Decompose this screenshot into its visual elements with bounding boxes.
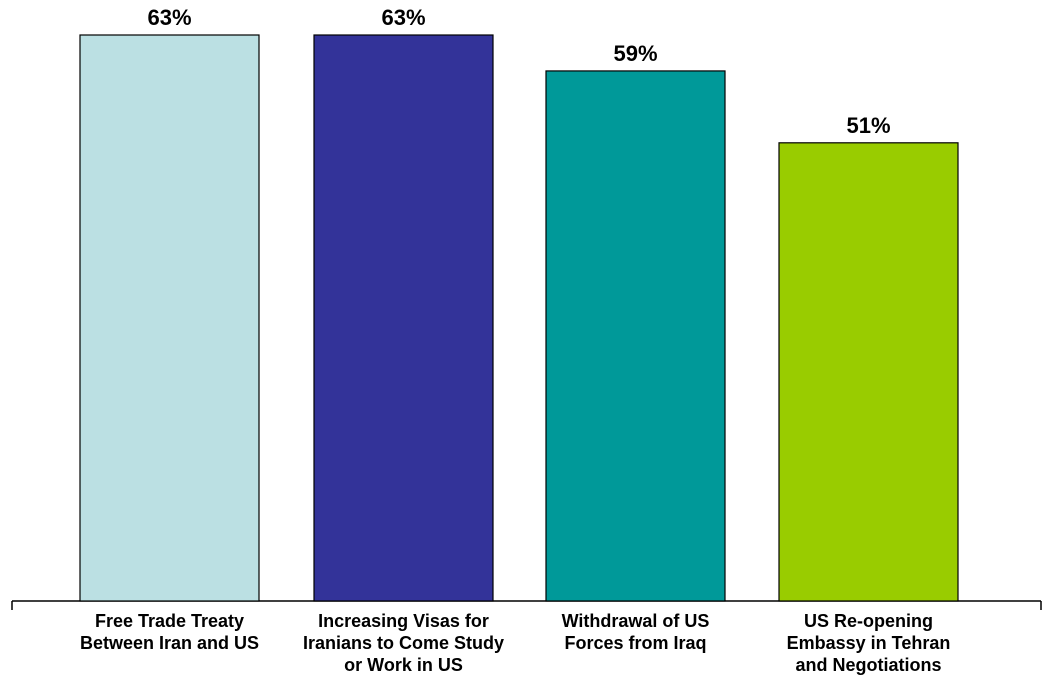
bar-value-label-2: 63% [381, 5, 425, 30]
category-label-2-line-1: Increasing Visas for [318, 611, 489, 631]
category-label-1-line-1: Free Trade Treaty [95, 611, 244, 631]
category-label-4-line-2: Embassy in Tehran [787, 633, 951, 653]
value-labels-group: 63% 63% 59% 51% [147, 5, 890, 138]
bar-2 [313, 34, 494, 602]
bar-value-label-3: 59% [613, 41, 657, 66]
category-label-3: Withdrawal of US Forces from Iraq [562, 611, 710, 653]
category-label-4-line-1: US Re-opening [804, 611, 933, 631]
category-label-2-line-3: or Work in US [344, 655, 463, 675]
bars-group [79, 34, 959, 602]
category-label-2-line-2: Iranians to Come Study [303, 633, 504, 653]
category-label-4-line-3: and Negotiations [795, 655, 941, 675]
bar-4 [778, 142, 959, 602]
bar-value-label-1: 63% [147, 5, 191, 30]
category-label-2: Increasing Visas for Iranians to Come Stu… [303, 611, 504, 675]
bar-1 [79, 34, 260, 602]
bar-3 [545, 70, 726, 602]
category-label-1: Free Trade Treaty Between Iran and US [80, 611, 259, 653]
category-label-1-line-2: Between Iran and US [80, 633, 259, 653]
category-label-3-line-1: Withdrawal of US [562, 611, 710, 631]
category-label-4: US Re-opening Embassy in Tehran and Negoti… [787, 611, 951, 675]
category-labels-group: Free Trade Treaty Between Iran and US Incr… [80, 611, 950, 675]
bar-value-label-4: 51% [846, 113, 890, 138]
category-label-3-line-2: Forces from Iraq [564, 633, 706, 653]
